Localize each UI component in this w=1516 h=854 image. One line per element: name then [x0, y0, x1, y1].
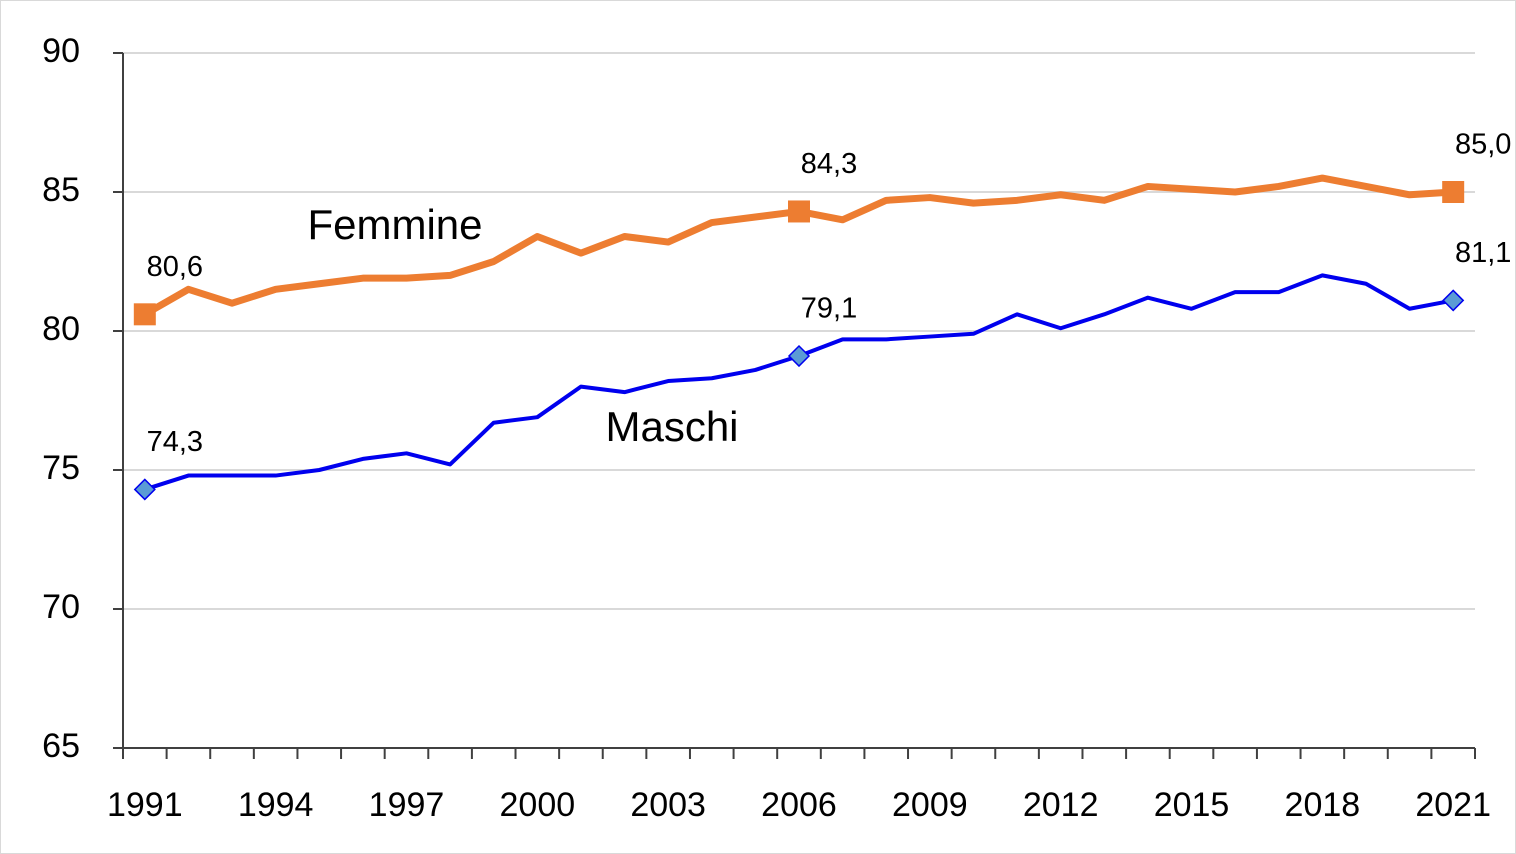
x-tick-label: 1997: [369, 786, 445, 824]
data-label: 84,3: [801, 148, 857, 180]
y-tick-label: 85: [42, 171, 80, 209]
y-tick-label: 90: [42, 32, 80, 70]
series-label: Maschi: [605, 403, 738, 450]
data-label: 85,0: [1455, 129, 1511, 161]
x-tick-label: 2018: [1285, 786, 1361, 824]
y-tick-label: 70: [42, 588, 80, 626]
data-label: 80,6: [147, 251, 203, 283]
y-tick-label: 75: [42, 449, 80, 487]
data-label: 81,1: [1455, 237, 1511, 269]
x-tick-label: 2009: [892, 786, 968, 824]
x-tick-label: 2021: [1415, 786, 1491, 824]
marker: [787, 344, 811, 368]
x-tick-label: 2015: [1154, 786, 1230, 824]
x-tick-label: 1991: [107, 786, 183, 824]
x-tick-label: 2006: [761, 786, 837, 824]
x-tick-label: 2003: [630, 786, 706, 824]
marker: [1442, 181, 1465, 203]
x-tick-label: 2012: [1023, 786, 1099, 824]
data-label: 79,1: [801, 293, 857, 325]
marker: [133, 478, 156, 501]
x-tick-label: 2000: [500, 786, 576, 824]
marker: [133, 303, 156, 326]
series-label: Femmine: [307, 201, 482, 248]
y-tick-label: 65: [42, 727, 80, 765]
marker: [1442, 289, 1465, 312]
x-tick-label: 1994: [238, 786, 314, 824]
marker: [788, 200, 810, 223]
y-tick-label: 80: [42, 310, 80, 348]
data-label: 74,3: [147, 426, 203, 458]
